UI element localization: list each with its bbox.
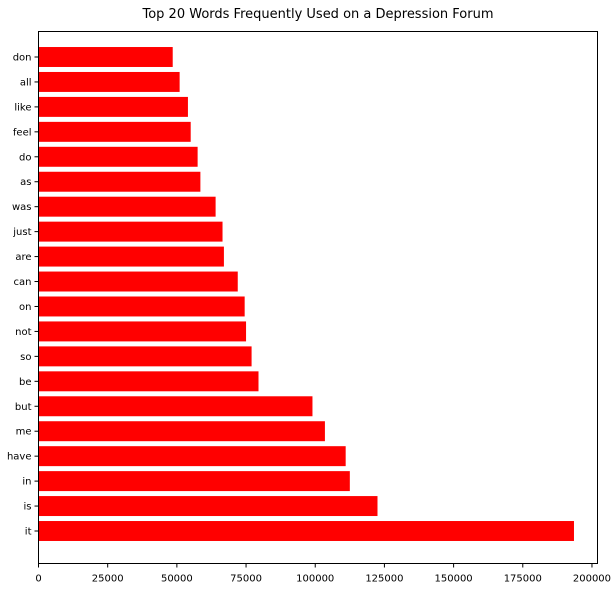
plot-frame — [38, 31, 598, 564]
y-tick-label-feel: feel — [13, 127, 32, 138]
bar-can — [38, 271, 238, 292]
bar-like — [38, 96, 188, 117]
x-axis-ticks: 0 25000 50000 75000 100000 125000 150000 175000… — [35, 563, 611, 585]
chart-title: Top 20 Words Frequently Used on a Depres… — [141, 7, 493, 22]
bar-but — [38, 396, 313, 417]
bar-do — [38, 146, 198, 167]
bar-feel — [38, 121, 191, 142]
y-tick-label-just: just — [12, 227, 31, 238]
y-tick-label-are: are — [15, 252, 31, 263]
y-tick-label-can: can — [14, 277, 32, 288]
bar-don — [38, 47, 173, 67]
bar-are — [38, 246, 224, 267]
bar-is — [38, 496, 378, 517]
bars-group — [38, 47, 574, 541]
x-tick-label-150000: 150000 — [435, 574, 473, 585]
bar-was — [38, 196, 216, 217]
bar-all — [38, 71, 180, 92]
x-tick-label-0: 0 — [35, 574, 41, 585]
y-tick-label-me: me — [16, 427, 32, 438]
x-tick-label-100000: 100000 — [296, 574, 334, 585]
y-tick-label-not: not — [15, 327, 31, 338]
y-tick-label-is: is — [24, 502, 32, 513]
y-tick-label-don: don — [13, 53, 32, 64]
x-tick-label-175000: 175000 — [504, 574, 542, 585]
bar-it — [38, 521, 574, 541]
y-tick-label-have: have — [7, 452, 32, 463]
bar-just — [38, 221, 223, 242]
y-tick-label-all: all — [20, 77, 32, 88]
y-tick-label-it: it — [25, 527, 32, 538]
bar-me — [38, 421, 325, 442]
y-tick-label-be: be — [19, 377, 32, 388]
bar-in — [38, 471, 350, 492]
y-axis-ticks: it is in have me but be so not on can are just was as d… — [7, 53, 39, 538]
bar-have — [38, 446, 346, 467]
x-tick-label-125000: 125000 — [365, 574, 403, 585]
bar-as — [38, 171, 201, 192]
y-tick-label-so: so — [20, 352, 31, 363]
y-tick-label-but: but — [15, 402, 32, 413]
bar-be — [38, 371, 259, 392]
bar-so — [38, 346, 252, 367]
y-tick-label-do: do — [19, 152, 31, 163]
y-tick-label-like: like — [14, 102, 31, 113]
y-tick-label-on: on — [19, 302, 31, 313]
y-tick-label-as: as — [20, 177, 31, 188]
y-tick-label-was: was — [12, 202, 32, 213]
bar-on — [38, 296, 245, 317]
x-tick-label-50000: 50000 — [161, 574, 193, 585]
x-tick-label-25000: 25000 — [92, 574, 124, 585]
y-tick-label-in: in — [22, 477, 31, 488]
x-tick-label-75000: 75000 — [230, 574, 262, 585]
x-tick-label-200000: 200000 — [573, 574, 611, 585]
bar-not — [38, 321, 247, 342]
